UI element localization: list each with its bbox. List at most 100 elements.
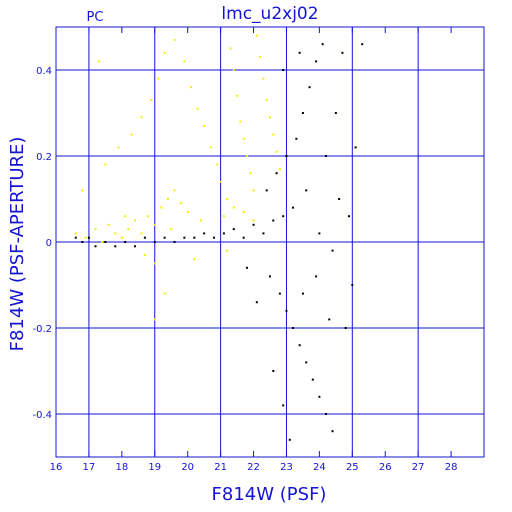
- x-tick-label: 18: [115, 462, 128, 473]
- black-data-point: [334, 112, 337, 114]
- yellow-data-point: [97, 60, 100, 63]
- black-data-point: [354, 146, 357, 149]
- black-data-point: [292, 206, 295, 209]
- x-tick-label: 22: [247, 462, 260, 473]
- black-data-point: [87, 236, 90, 239]
- yellow-data-point: [199, 219, 202, 222]
- yellow-data-point: [229, 47, 232, 50]
- black-data-point: [308, 86, 311, 89]
- yellow-data-point: [226, 249, 229, 252]
- yellow-data-point: [140, 116, 143, 119]
- yellow-data-point: [180, 202, 183, 205]
- yellow-data-point: [114, 232, 117, 235]
- yellow-data-point: [252, 189, 255, 192]
- black-data-point: [324, 413, 327, 415]
- yellow-data-point: [153, 262, 156, 265]
- black-data-point: [265, 189, 268, 192]
- black-data-point: [338, 198, 341, 200]
- y-tick-label: -0.4: [32, 410, 52, 421]
- grid-layer: [56, 27, 484, 457]
- black-data-point: [252, 223, 255, 226]
- black-data-point: [315, 275, 318, 278]
- yellow-data-point: [265, 99, 268, 102]
- black-data-point: [262, 232, 265, 235]
- yellow-data-point: [239, 120, 242, 123]
- ticks-layer: 16 17 18 19 20 21 22 23 24 25 26 27 28 -0.4 -0.2 0 0.2 0.…: [32, 27, 484, 473]
- points-layer: [74, 34, 364, 441]
- yellow-data-point: [236, 94, 239, 97]
- y-tick-label: 0.2: [36, 152, 52, 163]
- yellow-data-point: [107, 223, 110, 226]
- black-data-point: [81, 241, 84, 243]
- detector-label: PC: [87, 10, 104, 25]
- black-data-point: [285, 155, 288, 157]
- y-axis-title: F814W (PSF-APERTURE): [7, 137, 28, 352]
- black-data-point: [305, 361, 308, 364]
- black-data-point: [124, 241, 127, 243]
- yellow-data-point: [232, 206, 235, 209]
- black-data-point: [272, 219, 275, 222]
- yellow-data-point: [147, 215, 150, 218]
- chart-title: lmc_u2xj02: [221, 4, 318, 24]
- black-data-point: [301, 292, 304, 295]
- black-data-point: [361, 43, 364, 46]
- black-data-point: [351, 284, 354, 286]
- black-data-point: [301, 112, 304, 114]
- x-tick-label: 21: [214, 462, 227, 473]
- yellow-data-point: [81, 189, 84, 192]
- black-data-point: [222, 232, 225, 235]
- black-data-point: [255, 301, 258, 304]
- yellow-data-point: [275, 150, 278, 153]
- y-tick-label: 0.4: [36, 66, 52, 77]
- yellow-data-point: [173, 189, 176, 192]
- yellow-data-point: [120, 236, 123, 239]
- x-tick-label: 20: [181, 462, 194, 473]
- yellow-data-point: [104, 163, 107, 166]
- yellow-data-point: [226, 198, 229, 200]
- black-data-point: [341, 51, 344, 54]
- x-tick-label: 17: [83, 462, 96, 473]
- yellow-data-point: [157, 77, 160, 80]
- black-data-point: [275, 172, 278, 175]
- yellow-data-point: [124, 215, 127, 218]
- black-data-point: [348, 215, 351, 218]
- yellow-data-point: [245, 155, 248, 157]
- black-data-point: [282, 215, 285, 218]
- yellow-data-point: [262, 77, 265, 80]
- yellow-data-point: [170, 228, 173, 231]
- yellow-data-point: [249, 172, 252, 175]
- black-data-point: [311, 378, 314, 381]
- yellow-data-point: [84, 236, 87, 239]
- black-data-point: [153, 241, 156, 243]
- x-tick-label: 25: [346, 462, 359, 473]
- x-tick-label: 24: [313, 462, 326, 473]
- black-data-point: [173, 241, 176, 243]
- yellow-data-point: [242, 210, 245, 213]
- black-data-point: [278, 292, 281, 295]
- black-data-point: [282, 404, 285, 407]
- black-data-point: [331, 249, 334, 252]
- black-data-point: [324, 155, 327, 157]
- black-data-point: [232, 228, 235, 231]
- yellow-data-point: [196, 107, 199, 110]
- yellow-data-point: [193, 258, 196, 261]
- yellow-data-point: [186, 210, 189, 213]
- yellow-data-point: [127, 228, 130, 231]
- black-data-point: [288, 438, 291, 441]
- yellow-data-point: [278, 167, 281, 170]
- black-data-point: [245, 266, 248, 269]
- yellow-data-point: [153, 318, 156, 321]
- yellow-data-point: [173, 38, 176, 41]
- yellow-data-point: [140, 232, 143, 235]
- black-data-point: [114, 245, 117, 248]
- yellow-data-point: [101, 241, 104, 243]
- x-tick-label: 16: [50, 462, 63, 473]
- black-data-point: [321, 43, 324, 46]
- black-data-point: [282, 69, 285, 71]
- black-data-point: [315, 60, 318, 63]
- yellow-data-point: [134, 219, 137, 222]
- black-data-point: [328, 318, 331, 321]
- yellow-data-point: [166, 198, 169, 200]
- yellow-data-point: [117, 146, 120, 149]
- yellow-data-point: [272, 133, 275, 136]
